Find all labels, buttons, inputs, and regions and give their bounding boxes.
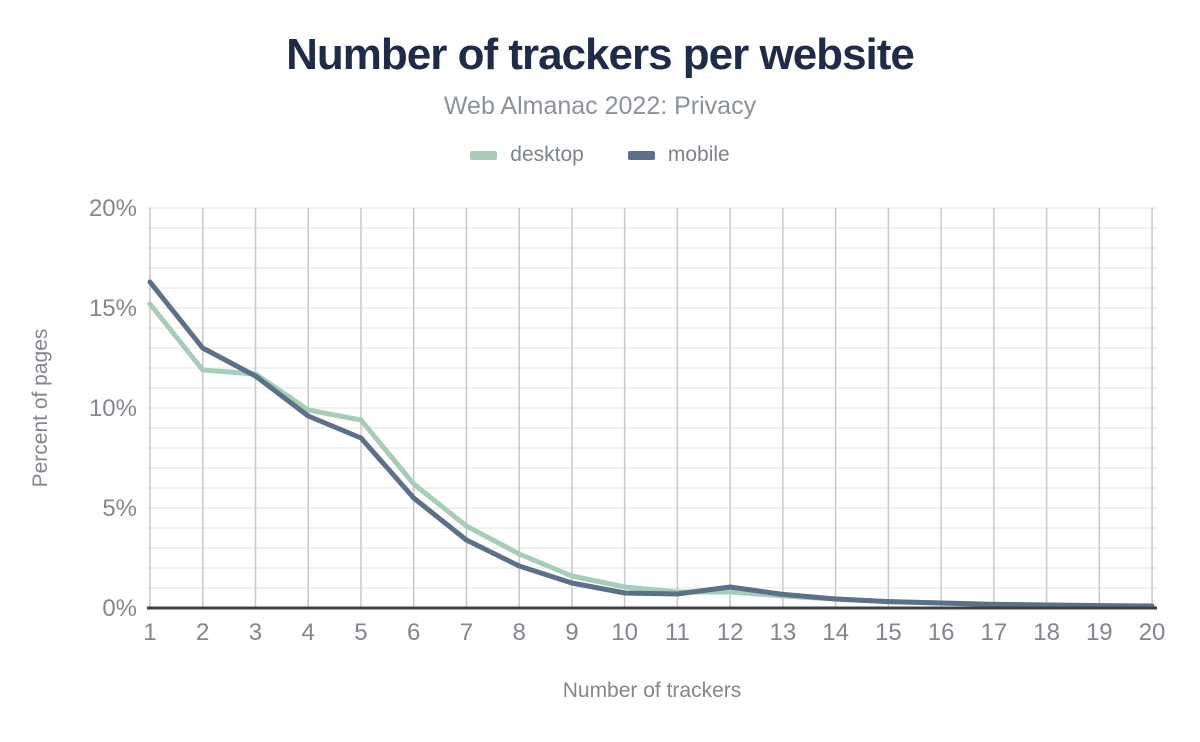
x-tick-label: 1	[143, 619, 156, 646]
x-tick-label: 15	[875, 619, 902, 646]
desktop-legend-swatch	[470, 150, 498, 160]
y-axis-tick-labels: 0% 5% 10% 15% 20%	[89, 195, 137, 622]
x-tick-label: 9	[565, 619, 578, 646]
x-tick-label: 4	[302, 619, 315, 646]
x-tick-label: 12	[717, 619, 744, 646]
y-tick-label: 10%	[89, 395, 137, 422]
legend-item-desktop: desktop	[470, 143, 584, 167]
chart-subtitle: Web Almanac 2022: Privacy	[443, 92, 757, 120]
series-lines	[147, 279, 1155, 609]
x-tick-label: 17	[980, 619, 1007, 646]
x-tick-label: 3	[249, 619, 262, 646]
desktop-series-line	[147, 301, 1155, 609]
x-tick-label: 8	[513, 619, 526, 646]
mobile-legend-swatch	[627, 150, 655, 160]
chart-header: Number of trackers per website Web Alman…	[0, 0, 1200, 167]
x-tick-label: 18	[1033, 619, 1060, 646]
legend-item-mobile: mobile	[627, 143, 730, 167]
x-tick-label: 11	[665, 619, 690, 646]
y-tick-label: 15%	[89, 295, 137, 322]
x-tick-label: 16	[928, 619, 955, 646]
x-tick-label: 5	[354, 619, 367, 646]
x-tick-label: 19	[1086, 619, 1113, 646]
x-tick-label: 6	[407, 619, 420, 646]
y-axis-title: Percent of pages	[29, 329, 52, 488]
horizontal-gridlines	[147, 207, 1157, 589]
x-tick-label: 20	[1139, 619, 1166, 646]
desktop-legend-label: desktop	[510, 143, 584, 166]
y-tick-label: 5%	[102, 495, 137, 522]
x-tick-label: 10	[611, 619, 638, 646]
mobile-series-line	[147, 279, 1155, 609]
x-tick-label: 7	[460, 619, 473, 646]
legend: desktop mobile	[0, 143, 1200, 167]
x-axis-title: Number of trackers	[563, 679, 742, 702]
x-tick-label: 13	[770, 619, 797, 646]
y-tick-label: 20%	[89, 195, 137, 222]
y-tick-label: 0%	[102, 595, 137, 622]
x-tick-label: 14	[822, 619, 849, 646]
chart-title: Number of trackers per website	[286, 30, 915, 79]
mobile-legend-label: mobile	[667, 143, 730, 166]
x-tick-label: 2	[196, 619, 209, 646]
x-axis-tick-labels: 1 2 3 4 5 6 7 8 9 10 11 12 13 14 15 16 17 18 19 20	[143, 619, 1165, 646]
